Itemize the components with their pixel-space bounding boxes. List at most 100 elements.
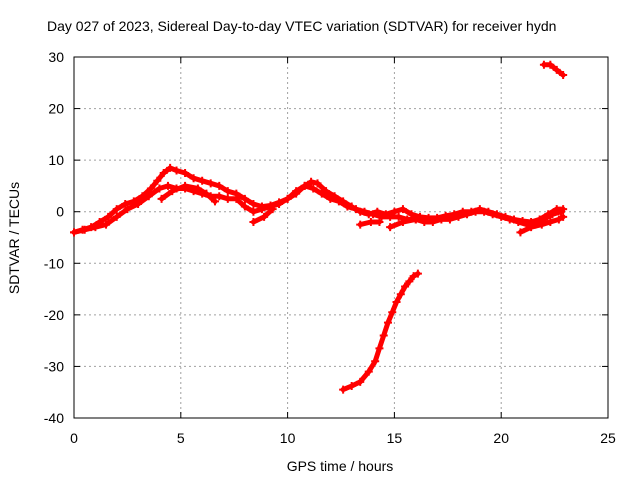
- grid: [74, 57, 608, 418]
- x-tick-label: 10: [280, 430, 296, 446]
- data-point: [144, 192, 153, 201]
- series-spur-d: [386, 215, 420, 232]
- data-point: [356, 377, 365, 386]
- data-point: [548, 210, 557, 219]
- data-point: [497, 212, 506, 221]
- data-point: [428, 218, 437, 227]
- data-point: [537, 220, 546, 229]
- data-point: [343, 202, 352, 211]
- data-point: [386, 223, 395, 232]
- data-point: [388, 308, 397, 317]
- data-point: [215, 192, 224, 201]
- series-spur-e: [516, 212, 568, 237]
- data-point: [420, 218, 429, 227]
- data-point: [309, 184, 318, 193]
- data-point: [527, 223, 536, 232]
- x-axis-label: GPS time / hours: [287, 458, 394, 474]
- data-point: [159, 169, 168, 178]
- data-point: [559, 71, 568, 80]
- data-point: [401, 282, 410, 291]
- data-point: [375, 218, 384, 227]
- y-tick-label: 30: [48, 49, 64, 65]
- data-point: [383, 318, 392, 327]
- series-top-right-track: [539, 60, 568, 80]
- data-point: [283, 194, 292, 203]
- data-point: [112, 212, 121, 221]
- data-point: [377, 212, 386, 221]
- data-point: [157, 194, 166, 203]
- data-point: [172, 166, 181, 175]
- data-point: [155, 184, 164, 193]
- data-point: [356, 220, 365, 229]
- data-point: [166, 163, 175, 172]
- axes: 0 5 10 15 20 25 -40 -30 -20 -10 0 10 20 30: [44, 49, 616, 446]
- data-point: [411, 215, 420, 224]
- data-point: [445, 215, 454, 224]
- data-point: [181, 169, 190, 178]
- data-point: [307, 177, 316, 186]
- y-tick-label: 0: [56, 204, 64, 220]
- x-tick-label: 5: [177, 430, 185, 446]
- y-tick-label: -10: [44, 255, 64, 271]
- data-point: [202, 189, 211, 198]
- data-point: [405, 277, 414, 286]
- data-point: [347, 382, 356, 391]
- data-point: [104, 212, 113, 221]
- series-descending-track: [339, 269, 422, 394]
- data-point: [351, 205, 360, 214]
- data-point: [480, 207, 489, 216]
- data-point: [232, 194, 241, 203]
- plot-frame: [73, 56, 609, 419]
- data-point: [223, 187, 232, 196]
- data-point: [260, 212, 269, 221]
- data-point: [559, 212, 568, 221]
- data-point: [392, 297, 401, 306]
- data-point: [313, 179, 322, 188]
- series-spur-b: [249, 205, 277, 227]
- data-point: [153, 176, 162, 185]
- series-spur-c: [356, 218, 384, 229]
- data-point: [134, 199, 143, 208]
- data-point: [398, 205, 407, 214]
- series-spur-a: [157, 181, 219, 206]
- series-main-lower: [70, 181, 566, 237]
- data-point: [552, 65, 561, 74]
- data-point: [364, 367, 373, 376]
- data-point: [371, 357, 380, 366]
- data-point: [240, 202, 249, 211]
- data-point: [505, 215, 514, 224]
- data-point: [146, 184, 155, 193]
- data-point: [317, 189, 326, 198]
- series-line: [340, 271, 421, 393]
- data-point: [409, 272, 418, 281]
- data-point: [375, 344, 384, 353]
- y-tick-label: -40: [44, 410, 64, 426]
- data-point: [102, 220, 111, 229]
- data-point: [369, 210, 378, 219]
- data-point: [198, 176, 207, 185]
- x-tick-label: 0: [70, 430, 78, 446]
- data-point: [326, 194, 335, 203]
- data-point: [394, 212, 403, 221]
- data-point: [121, 199, 130, 208]
- data-point: [339, 385, 348, 394]
- data-point: [123, 205, 132, 214]
- data-point: [398, 218, 407, 227]
- data-point: [189, 174, 198, 183]
- x-tick-label: 20: [493, 430, 509, 446]
- data-point: [471, 207, 480, 216]
- data-point: [163, 181, 172, 190]
- data-point: [360, 207, 369, 216]
- data-point: [249, 199, 258, 208]
- y-tick-label: -20: [44, 307, 64, 323]
- x-tick-label: 25: [600, 430, 616, 446]
- data-series: [70, 60, 568, 394]
- data-point: [546, 60, 555, 69]
- series-line: [159, 183, 218, 204]
- data-point: [268, 205, 277, 214]
- data-point: [91, 223, 100, 232]
- data-point: [210, 197, 219, 206]
- data-point: [334, 197, 343, 206]
- data-point: [249, 207, 258, 216]
